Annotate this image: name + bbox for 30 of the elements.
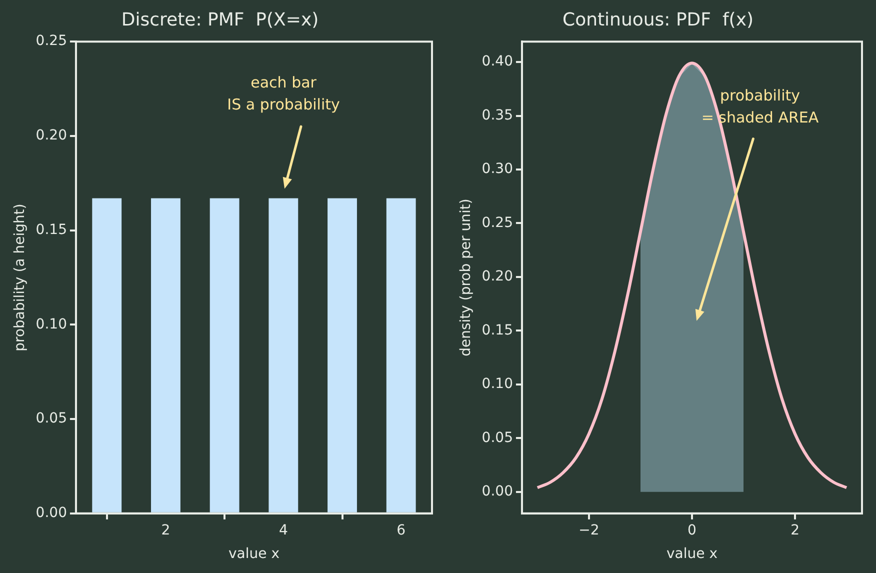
y-tick-label: 0.15 [482,322,513,338]
y-tick-label: 0.20 [482,268,513,285]
chart-title: Continuous: PDF f(x) [562,9,754,30]
y-tick-label: 0.10 [482,376,513,392]
x-tick-label: 4 [278,522,288,538]
line-series [536,62,848,490]
annotation: probability = shaded AREA [701,86,820,127]
y-tick-label: 0.40 [482,54,513,70]
chart-title: Discrete: PMF P(X=x) [121,9,319,30]
y-axis-title: probability (a height) [12,204,28,352]
x-axis-title: value x [666,546,718,562]
y-tick-label: 0.05 [36,410,67,427]
x-tick-label: 2 [790,522,800,538]
y-tick-label: 0.25 [36,33,67,50]
x-tick-label: 6 [396,522,406,538]
y-tick-label: 0.30 [482,161,513,178]
y-tick-label: 0.35 [482,107,513,124]
x-axis-title: value x [228,546,280,562]
y-axis-title: density (prob per unit) [458,198,474,356]
x-tick-label: 0 [688,522,696,538]
x-tick-label: 2 [161,522,170,538]
y-tick-label: 0.00 [482,484,513,500]
y-tick-label: 0.20 [36,128,67,144]
y-tick-label: 0.00 [36,505,67,522]
annotation: each bar IS a probability [227,73,340,114]
y-tick-label: 0.15 [36,222,67,238]
x-tick-label: −2 [578,522,600,538]
y-tick-label: 0.10 [36,316,67,332]
y-tick-label: 0.25 [482,214,513,231]
y-tick-label: 0.05 [482,430,513,446]
